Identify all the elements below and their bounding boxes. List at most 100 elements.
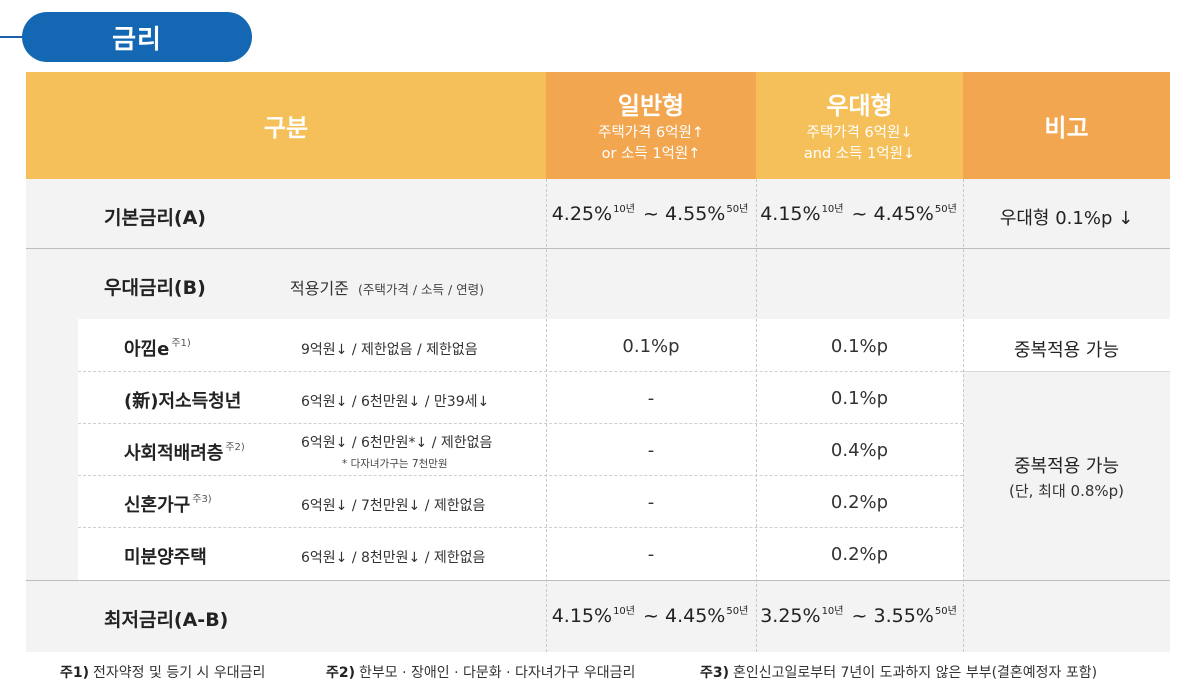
rate-sep: ~ (845, 605, 874, 627)
discount-criteria-heading: 적용기준 (주택가격 / 소득 / 연령) (290, 275, 484, 299)
header-preferred-line2: and 소득 1억원↓ (803, 146, 916, 162)
criteria-detail: (주택가격 / 소득 / 연령) (357, 282, 485, 297)
item-preferred-value: 0.1%p (830, 336, 889, 357)
base-rate-row (26, 179, 1170, 248)
header-preferred-line1: 주택가격 6억원↓ (806, 125, 913, 141)
item-criteria: 6억원↓ / 8천만원↓ / 제한없음 (301, 550, 486, 566)
footnote-2: 주2) 한부모 · 장애인 · 다문화 · 다자녀가구 우대금리 (326, 662, 635, 682)
item-name-text: 신혼가구 (124, 495, 191, 516)
rate-sep: ~ (637, 605, 665, 627)
min-rate-preferred: 3.25%10년 ~ 3.55%50년 (756, 605, 963, 627)
item-footnote-mark: 주1) (171, 338, 191, 349)
item-name-low-income-youth: (新)저소득청년 (124, 387, 243, 413)
rate-to: 3.55% (873, 605, 934, 627)
item-general-value: 0.1%p (622, 336, 680, 357)
item-divider (78, 423, 963, 424)
header-category-label: 구분 (263, 114, 309, 142)
rate-from-term: 10년 (613, 606, 635, 617)
rate-table: 구분 일반형 주택가격 6억원↑ or 소득 1억원↑ 우대형 주택가격 6억원… (26, 72, 1170, 652)
item-preferred-value: 0.2%p (830, 544, 889, 565)
min-rate-row (26, 581, 1170, 652)
item-footnote-mark: 주2) (225, 442, 245, 453)
criteria-label: 적용기준 (290, 279, 349, 298)
rate-from-term: 10년 (821, 204, 844, 215)
item-criteria: 6억원↓ / 7천만원↓ / 제한없음 (301, 498, 486, 514)
header-general-line2: or 소득 1억원↑ (601, 146, 701, 162)
rate-from: 3.25% (760, 605, 821, 627)
item-criteria: 9억원↓ / 제한없음 / 제한없음 (301, 342, 478, 358)
base-rate-general: 4.25%10년 ~ 4.55%50년 (546, 203, 756, 225)
rate-to-term: 50년 (934, 204, 957, 215)
item-criteria: 6억원↓ / 6천만원↓ / 만39세↓ (301, 394, 490, 410)
remarks-group-line2: (단, 최대 0.8%p) (1008, 482, 1125, 500)
min-rate-general: 4.15%10년 ~ 4.45%50년 (546, 605, 756, 627)
item-criteria: 6억원↓ / 6천만원*↓ / 제한없음 (301, 435, 493, 451)
header-preferred: 우대형 주택가격 6억원↓ and 소득 1억원↓ (756, 72, 963, 179)
remarks-first-box (963, 319, 1170, 371)
item-divider (78, 371, 963, 372)
rate-from: 4.15% (760, 203, 821, 225)
item-general-value: - (647, 388, 655, 409)
item-name-social-care: 사회적배려층 주2) (124, 439, 245, 465)
base-rate-label: 기본금리(A) (104, 207, 206, 229)
rate-from: 4.25% (551, 203, 613, 225)
item-footnote-mark: 주3) (192, 494, 212, 505)
title-accent-line (0, 36, 34, 38)
item-preferred-value: 0.2%p (830, 492, 889, 513)
discount-items-box (78, 319, 963, 580)
rate-to-term: 50년 (726, 204, 749, 215)
footnote-mark: 주3) (700, 665, 730, 681)
remarks-group-line1: 중복적용 가능 (1013, 456, 1120, 477)
item-general-value: - (647, 544, 655, 565)
item-divider (78, 527, 963, 528)
item-name-newlywed: 신혼가구 주3) (124, 491, 212, 517)
header-general-line1: 주택가격 6억원↑ (597, 125, 705, 141)
footnote-text: 혼인신고일로부터 7년이 도과하지 않은 부부(결혼예정자 포함) (733, 665, 1098, 681)
rate-to-term: 50년 (726, 606, 749, 617)
footnote-3: 주3) 혼인신고일로부터 7년이 도과하지 않은 부부(결혼예정자 포함) (700, 662, 1097, 682)
item-name-agime: 아낌e 주1) (124, 335, 191, 361)
remarks-duplicate-allowed: 중복적용 가능 (1013, 340, 1120, 361)
rate-to: 4.45% (665, 605, 726, 627)
header-preferred-title: 우대형 (826, 92, 893, 120)
column-divider (756, 179, 757, 652)
item-general-value: - (647, 492, 655, 513)
item-preferred-value: 0.1%p (830, 388, 889, 409)
rate-to-term: 50년 (934, 606, 957, 617)
min-rate-label: 최저금리(A-B) (104, 609, 229, 631)
discount-label: 우대금리(B) (104, 277, 206, 299)
rate-from: 4.15% (551, 605, 613, 627)
rate-from-term: 10년 (821, 606, 844, 617)
footnote-text: 전자약정 및 등기 시 우대금리 (93, 665, 266, 681)
item-divider (963, 371, 1170, 372)
divider (26, 248, 1170, 249)
header-remarks: 비고 (963, 72, 1170, 179)
footnote-1: 주1) 전자약정 및 등기 시 우대금리 (60, 662, 265, 682)
header-general-title: 일반형 (617, 92, 685, 120)
rate-to: 4.45% (873, 203, 934, 225)
rate-sep: ~ (845, 203, 874, 225)
item-name-text: 미분양주택 (124, 547, 207, 568)
item-preferred-value: 0.4%p (830, 440, 889, 461)
item-name-text: 사회적배려층 (124, 443, 224, 464)
footnote-mark: 주1) (60, 665, 90, 681)
header-category: 구분 (26, 72, 546, 179)
rate-from-term: 10년 (613, 204, 635, 215)
base-rate-remarks: 우대형 0.1%p ↓ (999, 208, 1134, 229)
column-divider (546, 179, 547, 652)
item-general-value: - (647, 440, 655, 461)
item-name-unsold-housing: 미분양주택 (124, 543, 209, 569)
rate-sep: ~ (637, 203, 665, 225)
item-criteria-note: * 다자녀가구는 7천만원 (342, 458, 448, 470)
header-general: 일반형 주택가격 6억원↑ or 소득 1억원↑ (546, 72, 756, 179)
item-divider (78, 475, 963, 476)
section-title: 금리 (22, 12, 252, 62)
rate-to: 4.55% (665, 203, 726, 225)
base-rate-preferred: 4.15%10년 ~ 4.45%50년 (756, 203, 963, 225)
item-name-text: 아낌e (124, 339, 170, 360)
column-divider (963, 179, 964, 652)
footnote-text: 한부모 · 장애인 · 다문화 · 다자녀가구 우대금리 (359, 665, 636, 681)
footnote-mark: 주2) (326, 665, 356, 681)
divider (26, 580, 1170, 581)
item-name-text: (新)저소득청년 (124, 391, 242, 412)
